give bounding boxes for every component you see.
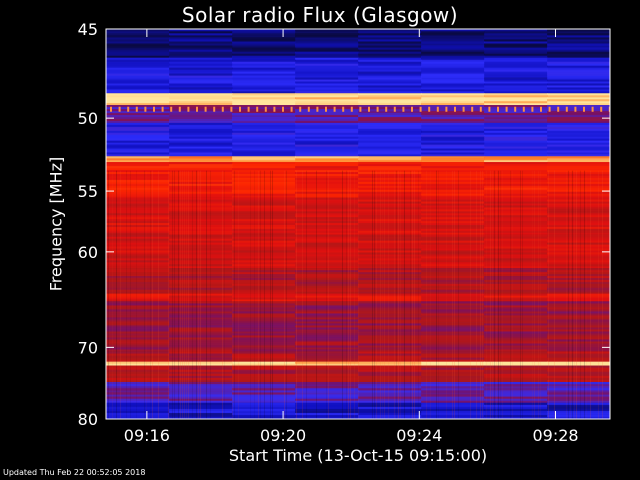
frequency-band: [106, 402, 610, 419]
frequency-band: [106, 122, 610, 157]
y-tick-label: 80: [78, 410, 98, 429]
y-tick-label: 70: [78, 338, 98, 357]
frequency-band: [106, 301, 610, 352]
frequency-band: [106, 156, 610, 163]
spectrogram-heatmap: [106, 29, 610, 419]
y-tick-label: 50: [78, 109, 98, 128]
frequency-band: [106, 105, 610, 124]
chart-title: Solar radio Flux (Glasgow): [181, 3, 459, 27]
axes: 45 50 55 60 70 80 09:16 09:20 09:24 09:28: [78, 20, 610, 445]
x-tick-label: 09:20: [260, 426, 306, 445]
x-tick-label: 09:28: [532, 426, 578, 445]
frequency-band: [106, 361, 610, 367]
frequency-band: [106, 268, 610, 295]
frequency-band: [106, 93, 610, 106]
updated-timestamp: Updated Thu Feb 22 00:52:05 2018: [3, 468, 146, 477]
frequency-band: [106, 365, 610, 383]
frequency-band: [106, 381, 610, 404]
y-tick-label: 55: [78, 182, 98, 201]
x-axis-label: Start Time (13-Oct-15 09:15:00): [228, 446, 488, 465]
frequency-band: [106, 29, 610, 59]
x-tick-label: 09:24: [396, 426, 442, 445]
time-streaks: [106, 106, 610, 419]
frequency-band: [106, 197, 610, 236]
frequency-band: [106, 234, 610, 269]
plot-frame: [105, 28, 611, 420]
x-tick-label: 09:16: [124, 426, 170, 445]
y-tick-label: 45: [78, 20, 98, 39]
y-tick-label: 60: [78, 243, 98, 262]
frequency-band: [106, 293, 610, 302]
frequency-band: [106, 162, 610, 199]
frequency-band: [106, 57, 610, 94]
frequency-band: [106, 351, 610, 363]
